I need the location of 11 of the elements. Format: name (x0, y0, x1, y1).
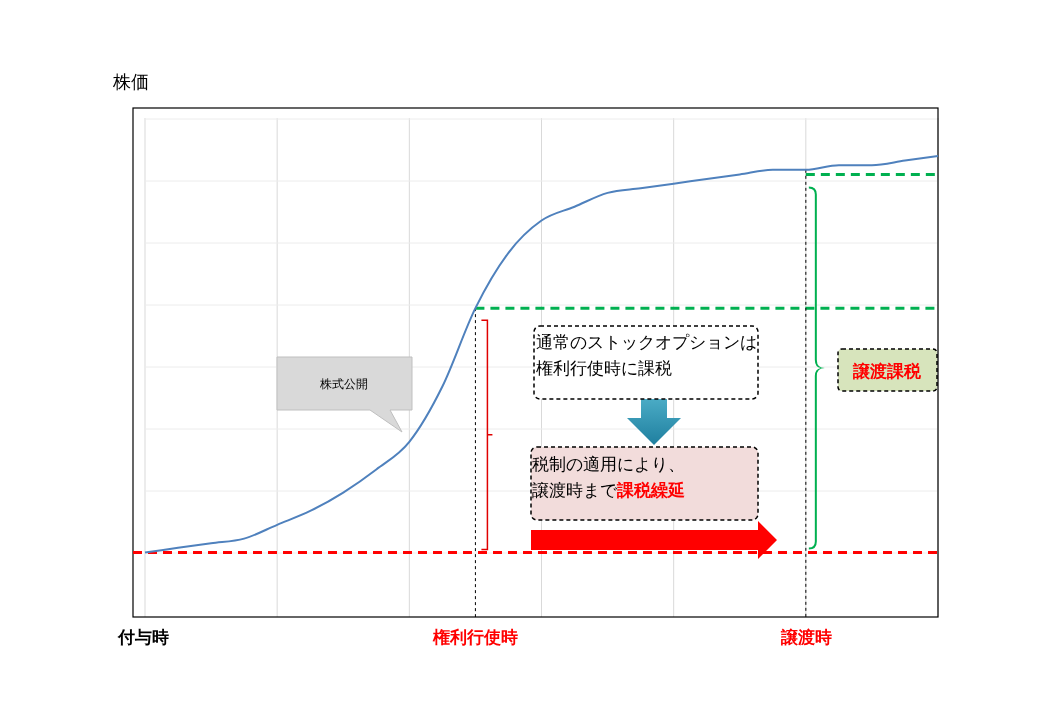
annotation: 課税繰延 (616, 480, 685, 500)
annotation: 税制の適用により、 (532, 454, 685, 474)
annotation: 譲渡時まで (532, 480, 618, 500)
x-tick-label: 権利行使時 (432, 627, 519, 648)
annotation: 権利行使時に課税 (536, 358, 672, 378)
x-tick-label: 付与時 (116, 627, 169, 648)
y-axis-title: 株価 (112, 71, 149, 92)
annotation: 株式公開 (319, 377, 368, 391)
x-tick-label: 譲渡時 (779, 627, 832, 648)
annotation: 通常のストックオプションは (536, 332, 757, 352)
annotation: 譲渡課税 (852, 361, 922, 381)
